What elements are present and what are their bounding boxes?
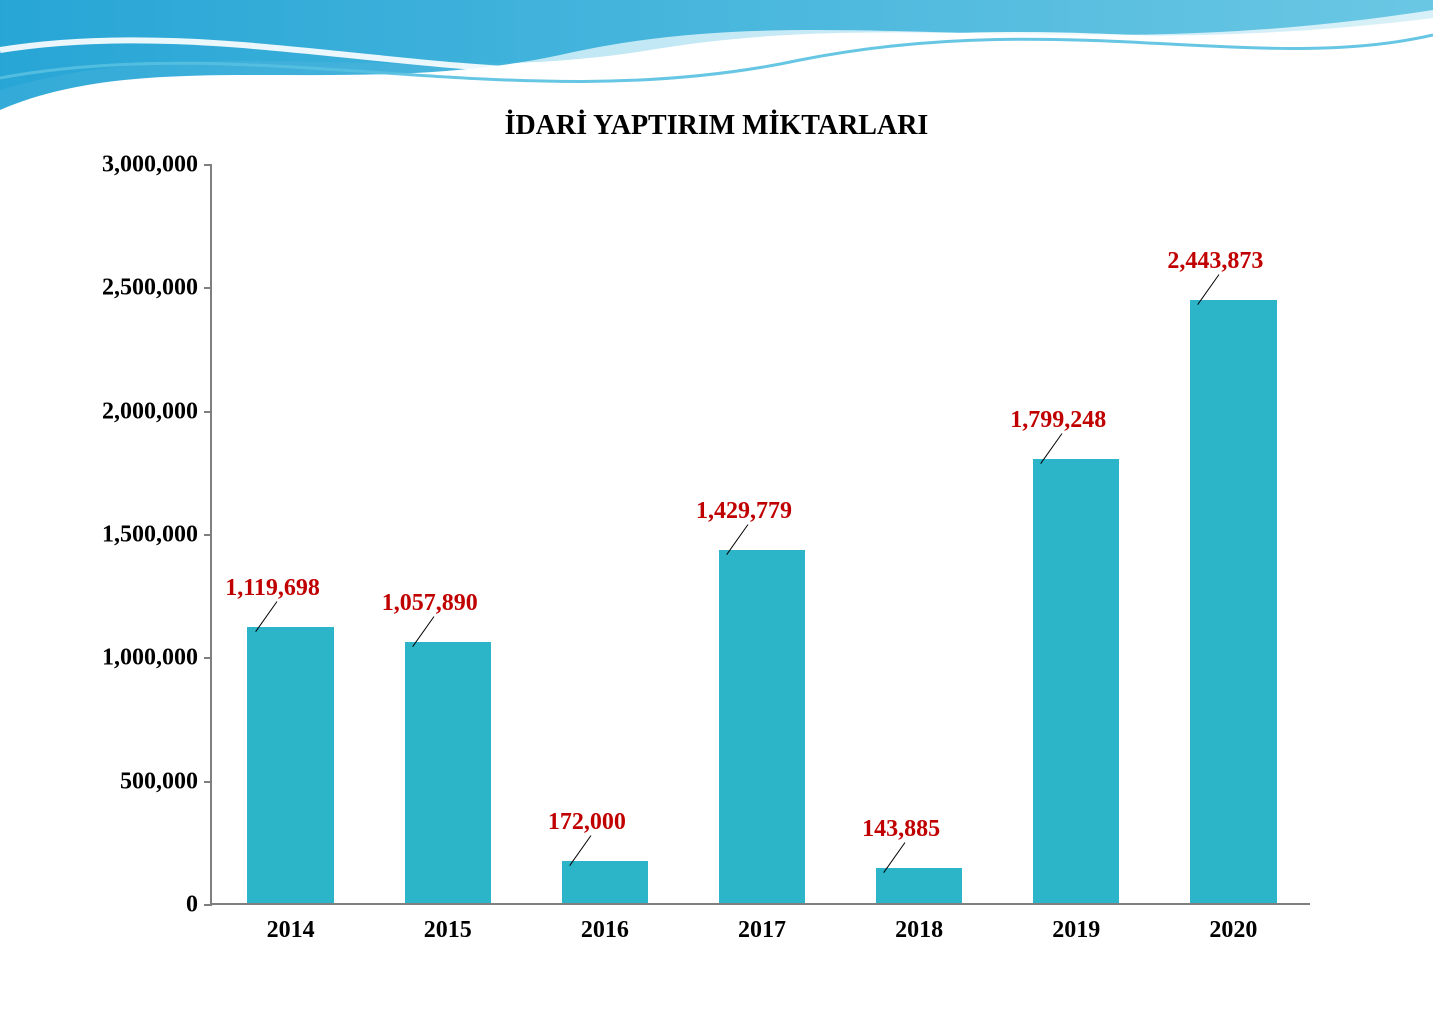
x-tick-label: 2017 <box>738 917 786 944</box>
y-tick <box>204 781 212 783</box>
y-tick <box>204 287 212 289</box>
y-tick-label: 500,000 <box>120 768 198 795</box>
y-tick-label: 0 <box>186 892 198 919</box>
data-label: 1,057,890 <box>382 590 478 617</box>
x-tick-label: 2019 <box>1052 917 1100 944</box>
x-tick-label: 2018 <box>895 917 943 944</box>
bar-chart: 0 500,000 1,000,000 1,500,000 2,000,000 2,500… <box>0 0 1433 1019</box>
bar <box>1033 459 1119 903</box>
y-tick <box>204 657 212 659</box>
y-tick <box>204 904 212 906</box>
y-tick-label: 2,000,000 <box>102 398 198 425</box>
y-tick <box>204 411 212 413</box>
bar <box>876 868 962 903</box>
x-tick-label: 2016 <box>581 917 629 944</box>
y-tick <box>204 534 212 536</box>
bar <box>405 642 491 903</box>
data-label: 1,119,698 <box>225 575 320 602</box>
data-label: 2,443,873 <box>1167 248 1263 275</box>
y-tick-label: 1,500,000 <box>102 522 198 549</box>
plot-area: 0500,0001,000,0001,500,0002,000,0002,500… <box>210 165 1310 905</box>
y-tick-label: 3,000,000 <box>102 152 198 179</box>
x-tick-label: 2014 <box>267 917 315 944</box>
y-tick-label: 1,000,000 <box>102 645 198 672</box>
y-tick-label: 2,500,000 <box>102 275 198 302</box>
y-tick <box>204 164 212 166</box>
bar <box>247 627 333 903</box>
data-label: 1,799,248 <box>1010 407 1106 434</box>
x-tick-label: 2015 <box>424 917 472 944</box>
data-label: 143,885 <box>862 816 940 843</box>
data-label: 172,000 <box>548 809 626 836</box>
bar <box>719 550 805 903</box>
bar <box>1190 300 1276 903</box>
bar <box>562 861 648 903</box>
data-label: 1,429,779 <box>696 498 792 525</box>
x-tick-label: 2020 <box>1209 917 1257 944</box>
